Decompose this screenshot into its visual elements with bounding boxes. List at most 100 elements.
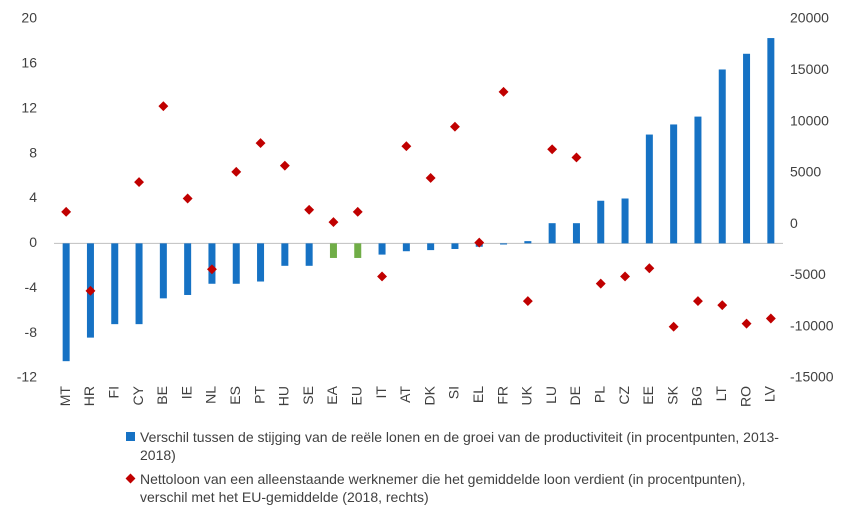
point <box>279 160 290 171</box>
x-tick-label: SE <box>300 386 316 405</box>
point <box>474 237 485 248</box>
point <box>668 321 679 332</box>
x-tick-label: RO <box>737 386 753 407</box>
point <box>498 86 509 97</box>
y2-tick-label: 20000 <box>790 10 829 26</box>
bar <box>743 53 751 244</box>
bar <box>281 243 289 266</box>
legend-key <box>125 432 135 441</box>
point <box>328 217 339 228</box>
x-tick-label: LV <box>762 385 778 402</box>
bar <box>257 243 265 282</box>
y2-tick-label: 10000 <box>790 112 829 128</box>
x-tick-label: AT <box>397 386 413 403</box>
point <box>134 177 144 188</box>
point <box>352 206 363 217</box>
x-tick-label: CZ <box>616 386 632 405</box>
x-tick-label: HU <box>276 386 292 406</box>
point <box>620 271 630 282</box>
point <box>425 173 436 183</box>
bar <box>500 243 508 245</box>
bar <box>184 243 192 295</box>
bar <box>524 241 532 244</box>
point <box>207 264 217 275</box>
legend-item: Nettoloon van een alleenstaande werkneme… <box>120 470 780 506</box>
x-tick-label: DE <box>567 386 583 405</box>
legend-label: Nettoloon van een alleenstaande werkneme… <box>140 471 746 505</box>
x-tick-label: DK <box>421 385 437 405</box>
point <box>765 313 776 324</box>
bar <box>767 38 775 244</box>
y2-tick-label: 0 <box>790 215 798 231</box>
x-tick-label: IT <box>373 386 389 399</box>
point <box>304 204 315 215</box>
bar <box>694 116 702 244</box>
x-tick-label: EU <box>348 386 364 405</box>
x-tick-label: LT <box>713 386 729 402</box>
bar <box>427 243 435 251</box>
point <box>693 296 703 307</box>
x-tick-label: EL <box>470 386 486 403</box>
x-tick-label: BG <box>689 386 705 406</box>
y-tick-label: 8 <box>29 144 37 160</box>
bar <box>232 243 240 284</box>
bar <box>402 243 410 252</box>
point <box>547 144 558 155</box>
x-tick-label: FR <box>494 386 510 405</box>
point <box>717 300 728 311</box>
x-tick-label: HR <box>81 386 97 406</box>
point <box>571 152 582 163</box>
x-tick-label: FI <box>105 386 121 398</box>
y2-tick-label: 15000 <box>790 61 829 77</box>
x-tick-label: SK <box>664 385 680 404</box>
x-tick-label: CY <box>130 385 146 405</box>
x-tick-label: EA <box>324 385 340 404</box>
legend-label: Verschil tussen de stijging van de reële… <box>140 429 779 463</box>
x-tick-label: LU <box>543 386 559 404</box>
x-tick-label: ES <box>227 386 243 405</box>
x-tick-label: PL <box>591 386 607 403</box>
y-tick-label: 16 <box>21 55 37 71</box>
bar <box>621 198 629 244</box>
point <box>741 318 752 329</box>
bar <box>645 134 653 244</box>
point <box>450 121 460 132</box>
legend-key <box>125 473 135 484</box>
y-tick-label: 20 <box>21 10 37 26</box>
y2-tick-label: -15000 <box>790 369 834 385</box>
y2-tick-label: -10000 <box>790 317 834 333</box>
bar <box>329 243 337 258</box>
point <box>401 141 412 152</box>
x-tick-label: PT <box>251 386 267 404</box>
x-tick-label: UK <box>519 385 535 405</box>
y2-tick-label: -5000 <box>790 266 826 282</box>
bar <box>718 69 726 244</box>
point <box>644 263 655 274</box>
x-tick-label: MT <box>57 386 73 407</box>
bar <box>354 243 362 258</box>
bar <box>111 243 119 325</box>
y-tick-label: -4 <box>25 279 38 295</box>
legend-item: Verschil tussen de stijging van de reële… <box>120 428 780 464</box>
bar <box>135 243 143 325</box>
bar <box>548 223 556 244</box>
bar <box>572 223 580 244</box>
point <box>377 271 387 282</box>
y-tick-label: 4 <box>29 189 37 205</box>
y-tick-label: -12 <box>17 369 37 385</box>
bar <box>378 243 386 255</box>
x-tick-label: BE <box>154 386 170 405</box>
y2-tick-label: 5000 <box>790 164 821 180</box>
point <box>182 193 193 204</box>
point <box>595 278 606 289</box>
x-tick-label: IE <box>178 386 194 399</box>
bar <box>208 243 216 284</box>
point <box>255 138 266 149</box>
y-tick-label: -8 <box>25 324 38 340</box>
bar <box>670 124 678 244</box>
bar <box>451 243 459 249</box>
point <box>522 296 533 307</box>
point <box>61 206 72 217</box>
